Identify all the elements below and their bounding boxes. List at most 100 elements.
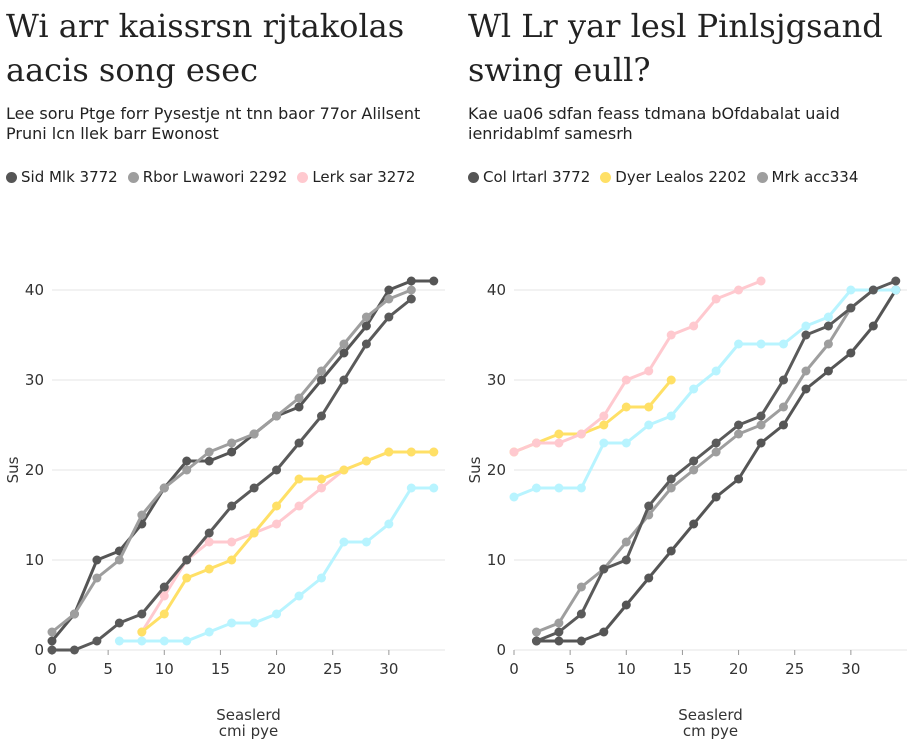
legend-label: Lerk sar 3272: [312, 168, 416, 186]
data-point: [361, 321, 371, 331]
data-point: [554, 438, 564, 448]
x-tick-label: 5: [565, 660, 575, 678]
data-point: [509, 447, 519, 457]
data-point: [711, 294, 721, 304]
y-tick-label: 20: [487, 461, 506, 479]
data-point: [846, 303, 856, 313]
data-point: [756, 339, 766, 349]
data-point: [778, 375, 788, 385]
data-point: [621, 600, 631, 610]
data-point: [182, 636, 192, 646]
series-line: [513, 288, 896, 499]
legend-label: Dyer Lealos 2202: [615, 168, 747, 186]
data-point: [644, 501, 654, 511]
data-point: [711, 492, 721, 502]
data-point: [316, 375, 326, 385]
data-point: [204, 447, 214, 457]
data-point: [92, 573, 102, 583]
y-tick-label: 40: [25, 281, 44, 299]
series-line: [536, 289, 898, 643]
chart-panel: Wl Lr yar lesl Pinlsjgsand swing eull? Ka…: [462, 0, 924, 754]
data-point: [734, 285, 744, 295]
data-point: [384, 519, 394, 529]
legend-item: Lerk sar 3272: [297, 168, 415, 186]
legend-item: Sid Mlk 3772: [6, 168, 118, 186]
data-point: [689, 321, 699, 331]
legend-label: Mrk acc334: [771, 168, 859, 186]
data-point: [666, 483, 676, 493]
data-point: [69, 645, 79, 655]
data-point: [823, 366, 833, 376]
data-point: [272, 609, 282, 619]
data-point: [666, 474, 676, 484]
data-point: [316, 366, 326, 376]
data-point: [249, 429, 259, 439]
data-point: [159, 483, 169, 493]
data-point: [576, 609, 586, 619]
data-point: [182, 573, 192, 583]
legend: Sid Mlk 3772 Rbor Lwawori 2292 Lerk sar 32…: [6, 168, 456, 186]
data-point: [666, 546, 676, 556]
data-point: [801, 321, 811, 331]
data-point: [182, 465, 192, 475]
data-point: [644, 366, 654, 376]
legend-swatch: [297, 172, 309, 183]
x-tick-label: 25: [323, 660, 342, 678]
chart-title: Wl Lr yar lesl Pinlsjgsand swing eull?: [468, 7, 883, 89]
data-point: [823, 321, 833, 331]
data-point: [778, 420, 788, 430]
data-point: [204, 564, 214, 574]
data-point: [509, 492, 519, 502]
data-point: [734, 420, 744, 430]
data-point: [294, 402, 304, 412]
data-point: [756, 438, 766, 448]
data-point: [554, 429, 564, 439]
data-point: [666, 375, 676, 385]
x-tick-label: 20: [729, 660, 748, 678]
legend-label: Col lrtarl 3772: [483, 168, 591, 186]
data-point: [599, 411, 609, 421]
data-point: [823, 312, 833, 322]
data-point: [576, 582, 586, 592]
data-point: [227, 537, 237, 547]
chart-subtitle: Kae ua06 sdfan feass tdmana bOfdabalat u…: [468, 104, 840, 143]
x-tick-label: 25: [785, 660, 804, 678]
data-point: [734, 474, 744, 484]
data-point: [137, 510, 147, 520]
data-point: [272, 519, 282, 529]
data-point: [137, 636, 147, 646]
data-point: [137, 609, 147, 619]
x-tick-label: 10: [617, 660, 636, 678]
data-point: [406, 276, 416, 286]
data-point: [272, 465, 282, 475]
data-point: [689, 519, 699, 529]
data-point: [644, 402, 654, 412]
chart-panel: Wi arr kaissrsn rjtakolas aacis song ese…: [4, 7, 456, 740]
data-point: [114, 618, 124, 628]
data-point: [339, 537, 349, 547]
y-tick-label: 10: [25, 551, 44, 569]
data-point: [891, 285, 901, 295]
data-point: [576, 483, 586, 493]
data-point: [621, 375, 631, 385]
data-point: [249, 528, 259, 538]
y-tick-label: 40: [487, 281, 506, 299]
series-line: [513, 279, 762, 454]
legend-swatch: [600, 172, 612, 183]
data-point: [599, 564, 609, 574]
data-point: [159, 591, 169, 601]
data-point: [406, 285, 416, 295]
data-point: [159, 636, 169, 646]
data-point: [666, 411, 676, 421]
x-tick-label: 20: [267, 660, 286, 678]
data-point: [689, 384, 699, 394]
x-tick-label: 30: [841, 660, 860, 678]
data-point: [429, 447, 439, 457]
data-point: [339, 465, 349, 475]
series-line: [52, 297, 413, 652]
data-point: [734, 339, 744, 349]
data-point: [554, 636, 564, 646]
y-tick-label: 20: [25, 461, 44, 479]
